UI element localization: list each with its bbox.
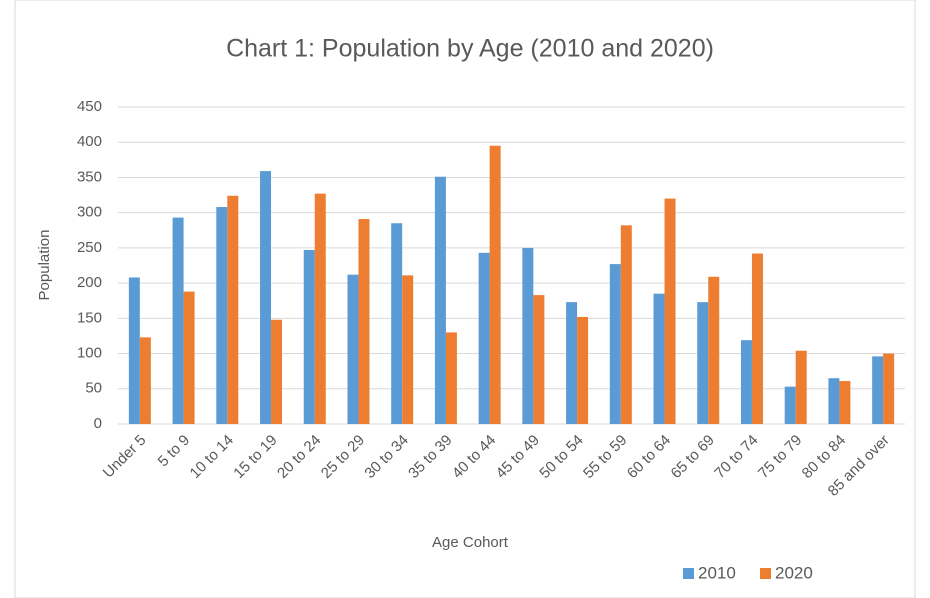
bar [708, 276, 720, 424]
bar [445, 332, 457, 424]
bar [216, 207, 228, 424]
bar [697, 302, 709, 424]
y-tick-label: 250 [77, 239, 102, 256]
bar [139, 337, 151, 424]
y-tick-label: 300 [77, 204, 102, 221]
bar [883, 353, 895, 424]
y-tick-label: 0 [94, 415, 102, 432]
chart-title: Chart 1: Population by Age (2010 and 202… [226, 35, 714, 63]
bar [314, 193, 326, 424]
bar [740, 340, 752, 424]
bar [183, 291, 195, 424]
y-axis-label: Population [36, 230, 53, 301]
y-tick-label: 50 [85, 380, 102, 397]
bar [533, 295, 545, 424]
y-tick-label: 100 [77, 345, 102, 362]
bar [784, 386, 796, 424]
x-axis-label: Age Cohort [432, 534, 509, 551]
bar [653, 293, 665, 424]
legend-label: 2010 [698, 563, 736, 582]
bar [828, 378, 840, 424]
legend-swatch [683, 568, 694, 579]
bar [227, 195, 239, 424]
y-tick-label: 350 [77, 168, 102, 185]
bar [172, 217, 184, 424]
y-tick-label: 150 [77, 309, 102, 326]
y-tick-label: 400 [77, 133, 102, 150]
bar [271, 319, 283, 424]
bar [478, 252, 490, 424]
bar [839, 381, 851, 424]
bar [751, 253, 763, 424]
bar [609, 264, 621, 424]
y-tick-label: 200 [77, 274, 102, 291]
bar [128, 277, 140, 424]
bar [522, 247, 534, 424]
bar [391, 223, 403, 424]
bar [434, 176, 446, 424]
bar [347, 274, 359, 424]
bar [260, 171, 272, 424]
chart-border [14, 0, 916, 598]
bar [795, 350, 807, 424]
bar [620, 225, 632, 424]
legend-label: 2020 [775, 563, 813, 582]
bar [872, 356, 884, 424]
bar [489, 145, 501, 424]
bar [358, 219, 370, 424]
bar [664, 198, 676, 424]
legend-swatch [760, 568, 771, 579]
bar [577, 316, 589, 424]
bar [303, 250, 315, 424]
bar [402, 275, 414, 424]
bar [566, 302, 578, 424]
y-tick-label: 450 [77, 98, 102, 115]
